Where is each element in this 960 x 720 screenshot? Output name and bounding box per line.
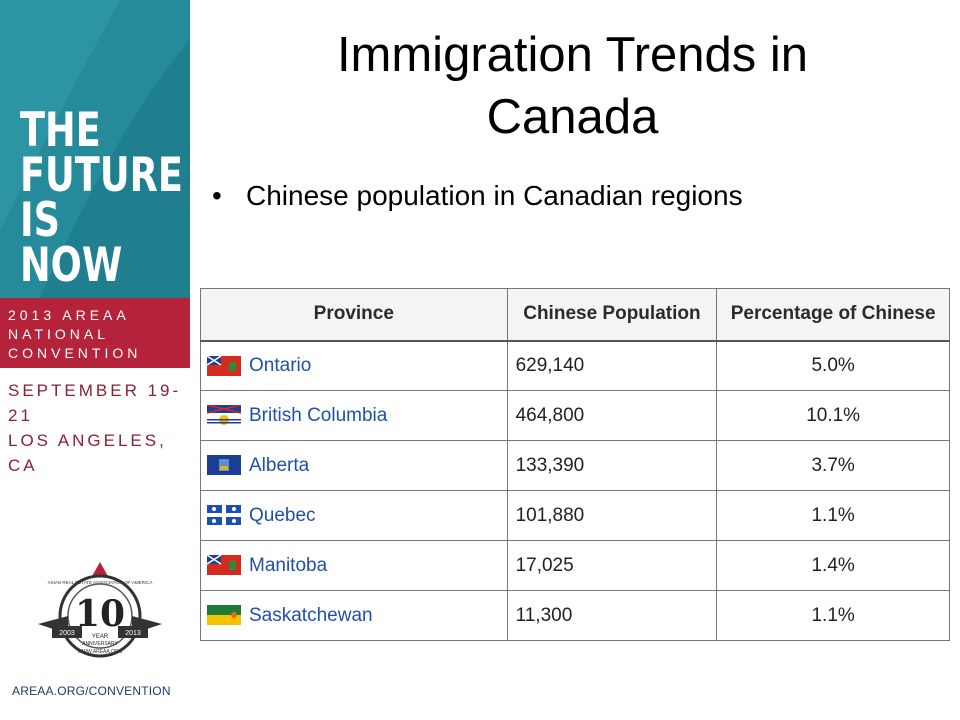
province-name: British Columbia xyxy=(249,404,388,426)
tagline: THE FUTURE IS NOW xyxy=(20,103,190,293)
province-cell: Alberta xyxy=(200,440,508,491)
tagline-line-3: IS xyxy=(20,193,61,248)
event-date: SEPTEMBER 19-21 xyxy=(8,381,182,425)
svg-text:WWW.AREAA.ORG: WWW.AREAA.ORG xyxy=(78,649,123,655)
ontario-flag-icon xyxy=(207,355,241,376)
slide-title-line-2: Canada xyxy=(486,90,659,144)
svg-text:10: 10 xyxy=(75,593,125,635)
province-name: Saskatchewan xyxy=(249,604,373,626)
table-row: Ontario 629,140 5.0% xyxy=(200,340,950,391)
percentage-cell: 1.4% xyxy=(716,540,950,591)
table-row: Quebec 101,880 1.1% xyxy=(200,490,950,541)
saskatchewan-flag-icon xyxy=(207,605,241,626)
event-location: LOS ANGELES, CA xyxy=(8,431,167,475)
tagline-line-2: FUTURE xyxy=(20,148,183,203)
percentage-cell: 1.1% xyxy=(716,590,950,641)
percentage-cell: 10.1% xyxy=(716,390,950,441)
province-cell: Manitoba xyxy=(200,540,508,591)
province-cell: British Columbia xyxy=(200,390,508,441)
province-cell: Quebec xyxy=(200,490,508,541)
convention-line-1: 2013 AREAA xyxy=(8,307,130,323)
population-cell: 629,140 xyxy=(506,340,718,391)
svg-text:YEAR: YEAR xyxy=(92,634,109,640)
alberta-flag-icon xyxy=(207,455,241,476)
bullet-text: Chinese population in Canadian regions xyxy=(246,180,743,211)
svg-text:ANNIVERSARY: ANNIVERSARY xyxy=(82,641,118,647)
bullet-dot-icon: • xyxy=(212,180,222,211)
province-name: Alberta xyxy=(249,454,310,476)
percentage-cell: 5.0% xyxy=(716,340,950,391)
population-cell: 11,300 xyxy=(506,590,718,641)
british-columbia-flag-icon xyxy=(207,405,241,426)
sidebar: THE FUTURE IS NOW 2013 AREAA NATIONAL CO… xyxy=(0,0,190,720)
province-cell: Saskatchewan xyxy=(200,590,508,641)
province-cell: Ontario xyxy=(200,340,508,391)
header-percentage: Percentage of Chinese xyxy=(716,288,950,342)
population-cell: 464,800 xyxy=(506,390,718,441)
population-cell: 101,880 xyxy=(506,490,718,541)
convention-banner: 2013 AREAA NATIONAL CONVENTION xyxy=(0,298,190,368)
table-row: British Columbia 464,800 10.1% xyxy=(200,390,950,441)
table-row: Saskatchewan 11,300 1.1% xyxy=(200,590,950,641)
header-province: Province xyxy=(200,288,508,342)
population-cell: 17,025 xyxy=(506,540,718,591)
table-header-row: Province Chinese Population Percentage o… xyxy=(200,288,950,342)
slide-title: Immigration Trends in Canada xyxy=(200,24,945,148)
population-table: Province Chinese Population Percentage o… xyxy=(200,288,950,641)
tagline-banner: THE FUTURE IS NOW xyxy=(0,0,190,298)
quebec-flag-icon xyxy=(207,505,241,526)
convention-line-2: NATIONAL xyxy=(8,326,109,342)
anniversary-logo-icon: 10 YEAR ANNIVERSARY 2003 2013 ASIAN REAL… xyxy=(38,562,162,658)
footer-url: AREAA.ORG/CONVENTION xyxy=(12,684,171,698)
tagline-line-4: NOW xyxy=(20,238,123,293)
slide-title-line-1: Immigration Trends in xyxy=(336,28,809,82)
table-row: Manitoba 17,025 1.4% xyxy=(200,540,950,591)
convention-line-3: CONVENTION xyxy=(8,345,142,361)
header-population: Chinese Population xyxy=(506,288,718,342)
svg-text:2013: 2013 xyxy=(125,630,141,637)
feather-graphic xyxy=(0,0,190,298)
population-cell: 133,390 xyxy=(506,440,718,491)
bullet-item: • Chinese population in Canadian regions xyxy=(212,180,743,212)
province-name: Quebec xyxy=(249,504,316,526)
province-name: Ontario xyxy=(249,354,312,376)
event-dates: SEPTEMBER 19-21 LOS ANGELES, CA xyxy=(8,378,190,478)
data-table: Province Chinese Population Percentage o… xyxy=(200,288,950,641)
svg-text:ASIAN REAL ESTATE ASSOCIATION: ASIAN REAL ESTATE ASSOCIATION OF AMERICA xyxy=(48,580,153,585)
percentage-cell: 1.1% xyxy=(716,490,950,541)
tagline-line-1: THE xyxy=(20,103,101,158)
percentage-cell: 3.7% xyxy=(716,440,950,491)
svg-text:2003: 2003 xyxy=(59,630,75,637)
manitoba-flag-icon xyxy=(207,555,241,576)
province-name: Manitoba xyxy=(249,554,328,576)
table-row: Alberta 133,390 3.7% xyxy=(200,440,950,491)
